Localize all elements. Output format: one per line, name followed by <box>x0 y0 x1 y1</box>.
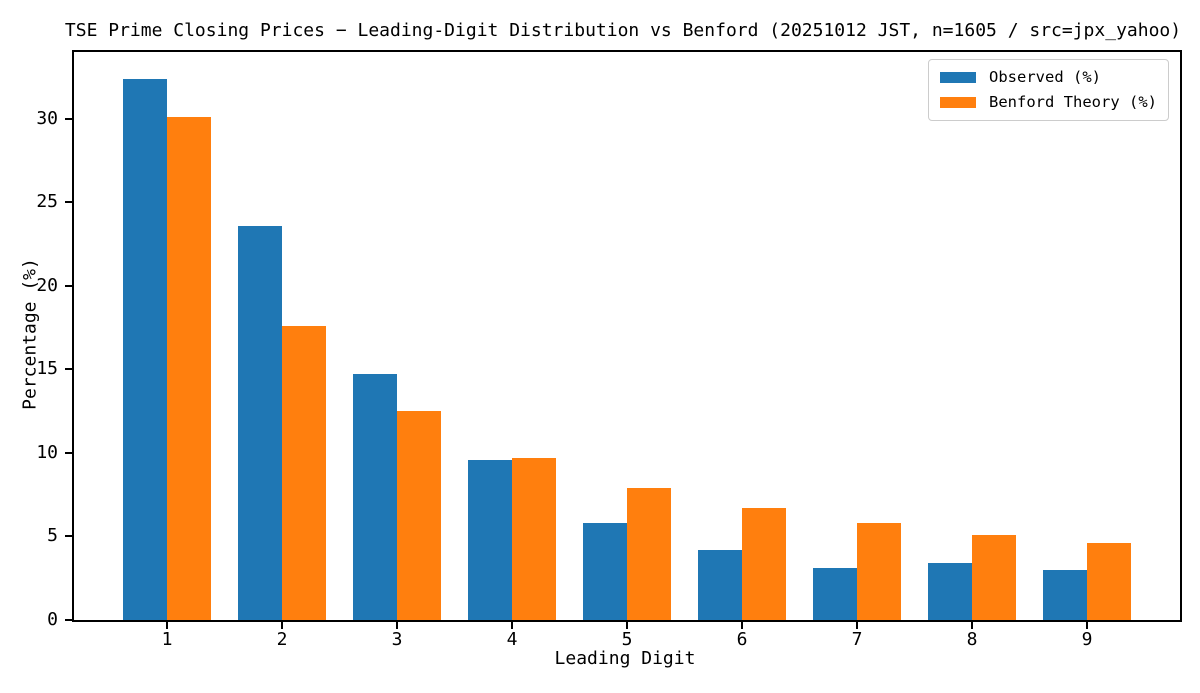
y-tick-label: 25 <box>36 191 58 213</box>
x-tick-mark <box>166 622 168 629</box>
y-tick-mark <box>65 535 72 538</box>
x-tick-label: 9 <box>1081 629 1093 650</box>
bar-observed-digit-2 <box>238 225 282 620</box>
bar-benford-theory-digit-2 <box>282 325 326 620</box>
x-tick-label: 3 <box>391 629 403 650</box>
plot-area: 0 5 10 15 20 25 30 1 2 3 4 5 6 7 8 9 Observed (%) Benfo… <box>36 50 1182 650</box>
y-tick-label: 30 <box>36 107 58 129</box>
y-tick-mark <box>65 201 72 204</box>
x-axis-label: Leading Digit <box>554 648 696 669</box>
bar-benford-theory-digit-9 <box>1087 543 1131 620</box>
y-tick-mark <box>65 368 72 371</box>
legend-label: Observed (%) <box>989 68 1101 86</box>
bar-benford-theory-digit-4 <box>512 457 556 620</box>
x-tick-mark <box>856 622 858 629</box>
bar-observed-digit-6 <box>698 549 742 620</box>
bar-observed-digit-8 <box>928 563 972 620</box>
x-tick-label: 7 <box>851 629 863 650</box>
y-tick-label: 15 <box>36 358 58 380</box>
bar-observed-digit-1 <box>123 78 167 620</box>
x-tick-mark <box>626 622 628 629</box>
bar-benford-theory-digit-1 <box>167 117 211 620</box>
x-tick-label: 8 <box>966 629 978 650</box>
x-tick-label: 6 <box>736 629 748 650</box>
bar-observed-digit-5 <box>583 523 627 620</box>
legend-label: Benford Theory (%) <box>989 93 1157 111</box>
bar-observed-digit-3 <box>353 374 397 620</box>
x-tick-label: 5 <box>621 629 633 650</box>
y-tick-mark <box>65 619 72 621</box>
x-tick-mark <box>396 622 398 629</box>
bar-benford-theory-digit-8 <box>972 534 1016 620</box>
y-tick-label: 0 <box>47 609 58 630</box>
chart-title: TSE Prime Closing Prices − Leading-Digit… <box>64 20 1182 41</box>
y-tick-mark <box>65 117 72 120</box>
bar-observed-digit-4 <box>468 459 512 620</box>
y-tick-label: 20 <box>36 274 58 296</box>
legend-item: Observed (%) <box>940 68 1157 87</box>
y-tick-label: 5 <box>47 525 58 547</box>
bar-benford-theory-digit-5 <box>627 488 671 620</box>
x-tick-label: 1 <box>161 629 173 650</box>
x-tick-mark <box>971 622 973 629</box>
bar-observed-digit-7 <box>813 568 857 620</box>
x-tick-mark <box>741 622 743 629</box>
legend-swatch <box>940 97 977 108</box>
x-tick-mark <box>511 622 513 629</box>
legend-swatch <box>940 72 977 83</box>
bar-benford-theory-digit-3 <box>397 411 441 620</box>
y-tick-mark <box>65 451 72 454</box>
x-tick-mark <box>1086 622 1088 629</box>
bar-observed-digit-9 <box>1043 569 1087 620</box>
legend-item: Benford Theory (%) <box>940 93 1157 112</box>
x-tick-label: 2 <box>276 629 288 650</box>
y-tick-label: 10 <box>36 441 58 463</box>
x-tick-mark <box>281 622 283 629</box>
bar-benford-theory-digit-7 <box>857 523 901 620</box>
x-tick-label: 4 <box>506 629 518 650</box>
y-tick-mark <box>65 284 72 287</box>
legend: Observed (%) Benford Theory (%) <box>928 59 1169 121</box>
bar-benford-theory-digit-6 <box>742 508 786 620</box>
